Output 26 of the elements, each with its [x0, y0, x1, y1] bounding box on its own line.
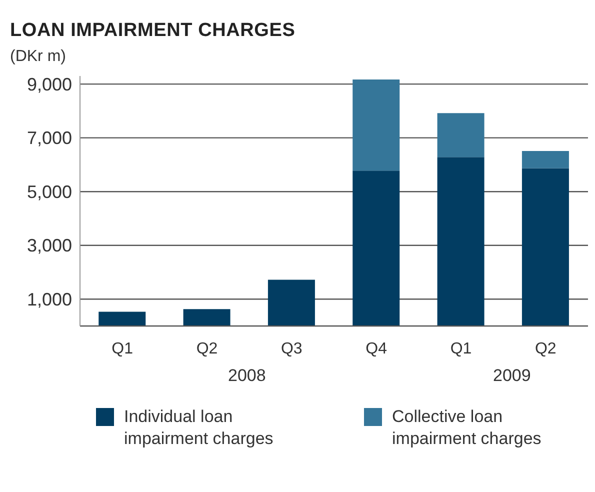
bar: [352, 79, 400, 171]
x-tick-label: Q3: [280, 340, 302, 358]
y-tick-label: 9,000: [26, 74, 72, 94]
bar: [522, 151, 569, 168]
chart-title: LOAN IMPAIRMENT CHARGES: [10, 20, 296, 42]
y-tick-label: 7,000: [26, 128, 72, 148]
bar: [522, 168, 569, 326]
x-tick-label: Q2: [534, 340, 556, 358]
bar: [352, 170, 400, 326]
bar: [183, 309, 230, 326]
y-axis-title: (DKr m): [10, 48, 67, 66]
text: 2009: [493, 366, 531, 386]
bar: [268, 280, 315, 326]
y-tick-label: 5,000: [26, 182, 72, 202]
legend-label: Collective loan impairment charges: [392, 406, 542, 450]
bar: [437, 113, 484, 158]
x-tick-label: Q2: [196, 340, 218, 358]
bar: [437, 157, 484, 326]
y-tick-label: 1,000: [26, 290, 72, 310]
bar: [98, 312, 146, 326]
x-tick-label: Q1: [450, 340, 472, 358]
x-tick-label: Q4: [366, 340, 388, 358]
legend-label: Individual loan impairment charges: [124, 406, 274, 450]
text: 2008: [228, 366, 266, 386]
y-tick-label: 3,000: [26, 236, 72, 256]
x-tick-label: Q1: [112, 340, 134, 358]
